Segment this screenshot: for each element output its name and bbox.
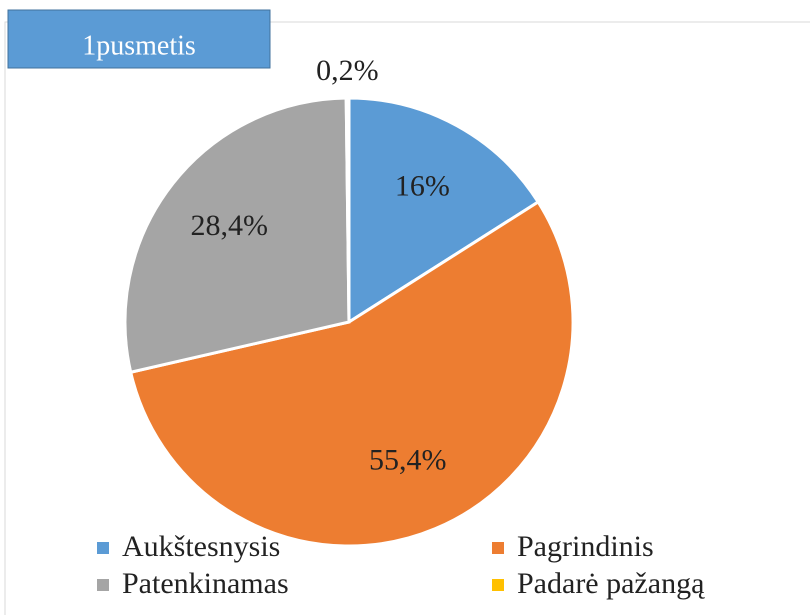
data-label: 55,4% [369,443,447,476]
legend-label: Padarė pažangą [517,567,705,600]
title-box [7,9,271,69]
data-label: 28,4% [190,209,268,242]
legend-swatch [492,579,504,591]
chart-title: 1pusmetis [82,30,196,61]
pie-slice [123,96,351,375]
legend-swatch [97,542,109,554]
legend-swatch [492,542,504,554]
legend-label: Patenkinamas [122,567,289,600]
pie-slice [344,96,351,323]
legend-label: Pagrindinis [517,530,654,563]
pie-slice [347,96,541,325]
pie-slice [128,199,575,548]
data-label: 16% [395,169,450,202]
data-label: 0,2% [316,54,379,87]
legend-swatch [97,579,109,591]
legend-label: Aukštesnysis [122,530,280,563]
